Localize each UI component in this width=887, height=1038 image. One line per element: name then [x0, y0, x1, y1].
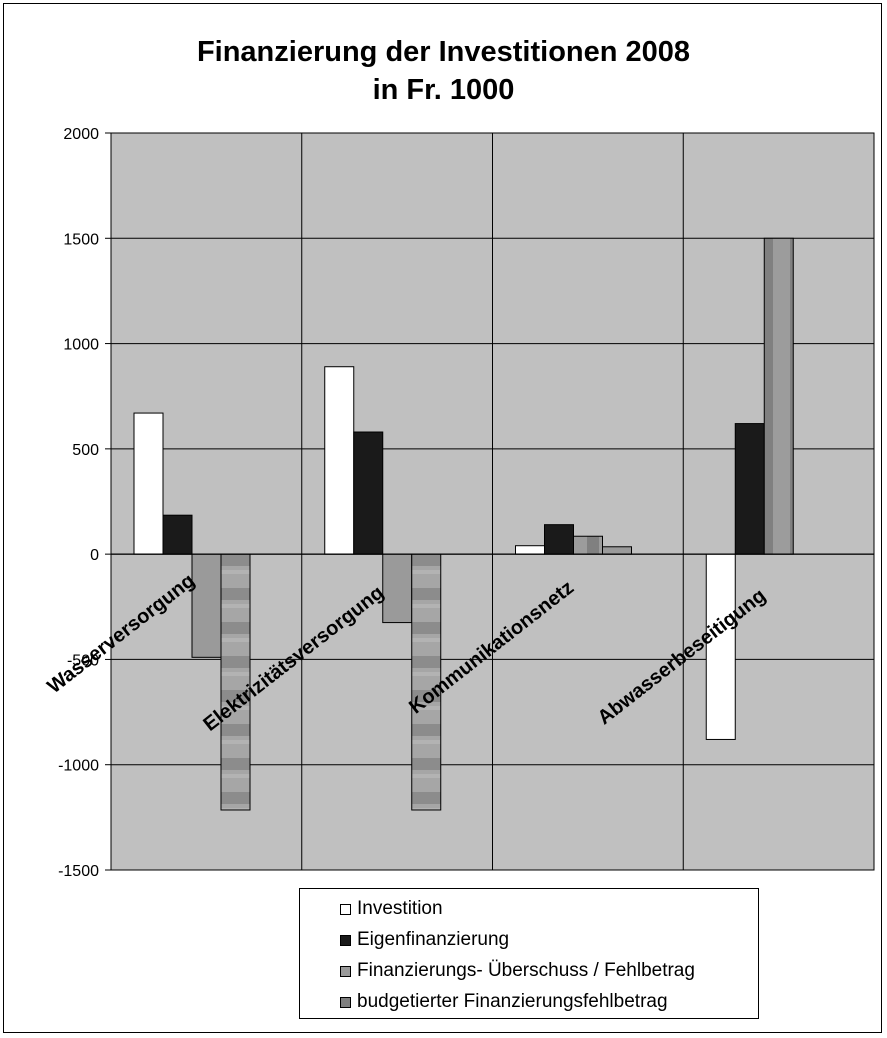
- y-tick-label: 2000: [63, 126, 99, 143]
- bar: [353, 431, 384, 555]
- legend-swatch-budgetiert: [340, 996, 351, 1008]
- y-tick-label: -1500: [58, 863, 99, 880]
- bar: [705, 553, 736, 740]
- legend-item-eigenfinanzierung: Eigenfinanzierung: [340, 929, 509, 951]
- bar: [162, 514, 193, 555]
- legend-swatch-ueberschuss: [340, 965, 351, 977]
- bar: [573, 535, 603, 555]
- bar: [220, 553, 251, 811]
- bar: [133, 412, 164, 555]
- chart-subtitle: in Fr. 1000: [372, 74, 515, 106]
- bar: [411, 553, 442, 811]
- legend-label: Investition: [357, 898, 443, 919]
- bar: [191, 553, 222, 658]
- y-tick-label: 0: [90, 547, 99, 564]
- bar: [763, 237, 794, 555]
- bar: [382, 553, 413, 624]
- chart-legend: Investition Eigenfinanzierung Finanzieru…: [299, 888, 759, 1019]
- bar: [544, 524, 574, 555]
- legend-swatch-investition: [340, 903, 351, 915]
- bar: [602, 546, 632, 555]
- y-tick-label: -1000: [58, 758, 99, 775]
- bar: [734, 423, 765, 555]
- legend-swatch-eigenfinanzierung: [340, 934, 351, 946]
- legend-item-budgetiert: budgetierter Finanzierungsfehlbetrag: [340, 991, 668, 1013]
- legend-item-investition: Investition: [340, 898, 443, 920]
- legend-label: Finanzierungs- Überschuss / Fehlbetrag: [357, 960, 695, 981]
- y-tick-label: 1500: [63, 231, 99, 248]
- legend-label: Eigenfinanzierung: [357, 929, 510, 950]
- y-tick-label: -500: [67, 652, 99, 669]
- legend-label: budgetierter Finanzierungsfehlbetrag: [357, 991, 668, 1012]
- chart-title: Finanzierung der Investitionen 2008: [196, 36, 691, 68]
- bar: [515, 545, 545, 555]
- y-tick-label: 500: [72, 442, 99, 459]
- bar: [324, 366, 355, 555]
- legend-item-ueberschuss: Finanzierungs- Überschuss / Fehlbetrag: [340, 960, 695, 982]
- y-tick-label: 1000: [63, 337, 99, 354]
